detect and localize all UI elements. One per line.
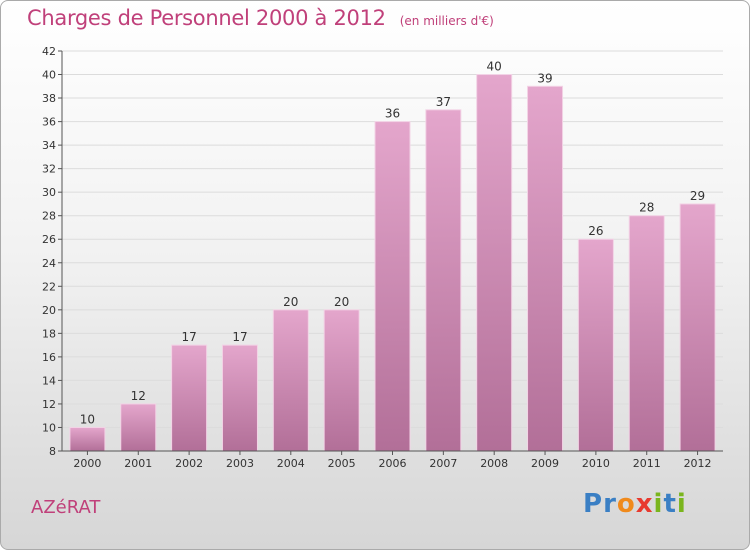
y-tick-label: 36 <box>42 116 56 129</box>
x-axis: 2000 2001 2002 2003 2004 2005 2006 2007 2008 2009… <box>62 450 723 470</box>
y-axis: 8 10 12 14 16 18 20 22 24 26 28 30 32 34 36 38 40 42 <box>42 45 63 458</box>
bar-value-label: 29 <box>690 189 705 203</box>
y-tick-label: 10 <box>42 421 56 434</box>
logo-letter: x <box>635 489 654 519</box>
bar <box>374 121 411 452</box>
chart-subtitle: (en milliers d'€) <box>399 14 494 28</box>
y-tick-label: 28 <box>42 210 56 223</box>
x-tick-label: 2000 <box>73 457 101 470</box>
y-tick-label: 24 <box>42 257 56 270</box>
bar-value-label: 12 <box>131 389 146 403</box>
bar-value-label: 20 <box>334 295 349 309</box>
bar <box>476 74 513 452</box>
y-tick-label: 40 <box>42 69 56 82</box>
y-tick-label: 8 <box>49 445 56 458</box>
x-tick-label: 2006 <box>379 457 407 470</box>
title-block: Charges de Personnel 2000 à 2012 (en mill… <box>27 6 494 30</box>
logo-letter: P <box>583 489 604 519</box>
y-tick-label: 12 <box>42 398 56 411</box>
bar-value-label: 40 <box>487 60 502 74</box>
proxiti-logo: Proxiti <box>583 489 687 519</box>
bar-value-label: 17 <box>232 330 247 344</box>
y-tick-label: 30 <box>42 186 56 199</box>
place-name: AZéRAT <box>31 497 101 518</box>
y-tick-label: 22 <box>42 280 56 293</box>
x-tick-label: 2009 <box>531 457 559 470</box>
y-tick-label: 20 <box>42 304 56 317</box>
y-tick-label: 26 <box>42 233 56 246</box>
bar <box>221 344 258 452</box>
y-tick-label: 34 <box>42 139 56 152</box>
bar <box>679 203 716 452</box>
x-tick-label: 2001 <box>124 457 152 470</box>
logo-letter: t <box>663 489 677 519</box>
x-tick-label: 2005 <box>328 457 356 470</box>
x-tick-label: 2010 <box>582 457 610 470</box>
x-tick-label: 2012 <box>684 457 712 470</box>
bar <box>120 403 157 452</box>
y-tick-label: 18 <box>42 327 56 340</box>
bar <box>272 309 309 452</box>
bar <box>323 309 360 452</box>
bar <box>425 109 462 452</box>
bar-value-label: 28 <box>639 201 654 215</box>
logo-letter: i <box>676 489 687 519</box>
logo-letter: i <box>653 489 664 519</box>
bar-value-label: 37 <box>436 95 451 109</box>
y-tick-label: 16 <box>42 351 56 364</box>
x-tick-label: 2003 <box>226 457 254 470</box>
bar-value-label: 17 <box>181 330 196 344</box>
y-tick-label: 32 <box>42 163 56 176</box>
bar-value-label: 10 <box>80 412 95 426</box>
x-tick-label: 2008 <box>480 457 508 470</box>
x-tick-label: 2011 <box>633 457 661 470</box>
bar-value-label: 26 <box>588 224 603 238</box>
bar-value-label: 20 <box>283 295 298 309</box>
bar <box>527 85 564 452</box>
y-tick-label: 14 <box>42 374 56 387</box>
bar <box>628 215 665 452</box>
bar <box>171 344 208 452</box>
bar <box>69 426 106 452</box>
logo-letter: o <box>616 489 636 519</box>
bar <box>577 238 614 452</box>
y-tick-label: 38 <box>42 92 56 105</box>
x-tick-label: 2004 <box>277 457 305 470</box>
x-tick-label: 2002 <box>175 457 203 470</box>
y-tick-label: 42 <box>42 45 56 58</box>
x-tick-label: 2007 <box>429 457 457 470</box>
logo-letter: r <box>603 489 617 519</box>
chart-title: Charges de Personnel 2000 à 2012 <box>27 6 386 30</box>
bars: 10 12 17 17 20 20 36 37 40 39 26 28 29 <box>69 60 716 452</box>
bar-value-label: 39 <box>537 71 552 85</box>
bar-value-label: 36 <box>385 107 400 121</box>
